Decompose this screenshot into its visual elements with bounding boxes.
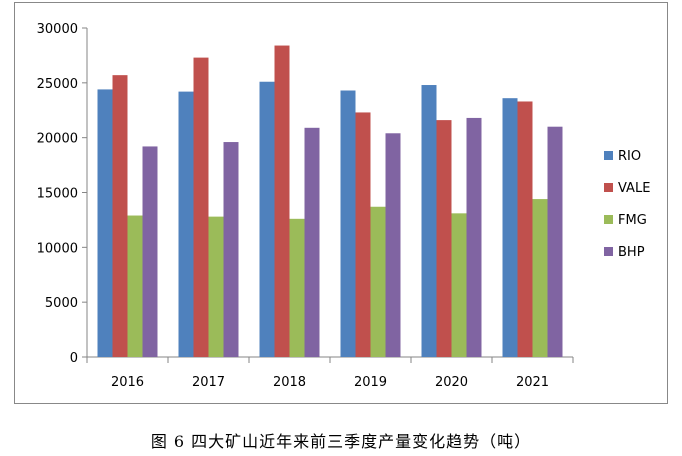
y-tick-label: 10000 <box>37 241 78 256</box>
bar-rio-2017 <box>178 91 194 358</box>
bar-fmg-2018 <box>289 218 305 357</box>
legend-swatch-rio <box>604 151 613 160</box>
x-tick-label: 2017 <box>192 375 225 390</box>
y-tick-label: 5000 <box>45 296 78 311</box>
y-tick-label: 25000 <box>37 77 78 92</box>
x-tick-label: 2019 <box>354 375 387 390</box>
bar-fmg-2016 <box>127 215 143 357</box>
bar-rio-2019 <box>340 90 356 357</box>
legend-label-rio: RIO <box>618 149 641 164</box>
legend-swatch-bhp <box>604 247 613 256</box>
y-tick-label: 20000 <box>37 132 78 147</box>
bar-vale-2017 <box>193 57 209 358</box>
bar-rio-2016 <box>97 89 113 357</box>
bar-vale-2018 <box>274 45 290 358</box>
x-tick-label: 2020 <box>435 375 468 390</box>
bar-bhp-2019 <box>385 133 401 357</box>
bar-rio-2021 <box>502 98 518 357</box>
bar-rio-2020 <box>421 85 437 357</box>
bar-bhp-2016 <box>142 146 158 357</box>
bar-vale-2020 <box>436 120 452 358</box>
legend-label-vale: VALE <box>618 181 650 196</box>
bar-vale-2016 <box>112 75 128 357</box>
bar-vale-2021 <box>517 101 533 357</box>
bar-bhp-2018 <box>304 127 320 358</box>
legend-swatch-vale <box>604 183 613 192</box>
y-tick-label: 30000 <box>37 22 78 37</box>
bar-bhp-2021 <box>547 126 563 357</box>
bar-rio-2018 <box>259 81 275 357</box>
legend-swatch-fmg <box>604 215 613 224</box>
y-tick-label: 0 <box>70 351 78 366</box>
y-tick-label: 15000 <box>37 187 78 202</box>
bar-fmg-2021 <box>532 199 548 357</box>
x-tick-label: 2021 <box>516 375 549 390</box>
x-tick-label: 2016 <box>111 375 144 390</box>
legend-label-fmg: FMG <box>618 213 647 228</box>
bar-bhp-2020 <box>466 117 482 357</box>
bar-bhp-2017 <box>223 142 239 357</box>
bar-chart: 0 5000 10000 15000 20000 25000 30000 2016 2017 20… <box>37 22 651 390</box>
bar-fmg-2020 <box>451 213 467 357</box>
figure-caption: 图 6 四大矿山近年来前三季度产量变化趋势（吨） <box>150 432 532 451</box>
bar-fmg-2017 <box>208 216 224 357</box>
bar-fmg-2019 <box>370 206 386 357</box>
x-tick-label: 2018 <box>273 375 306 390</box>
bar-vale-2019 <box>355 112 371 358</box>
legend-label-bhp: BHP <box>618 245 645 260</box>
